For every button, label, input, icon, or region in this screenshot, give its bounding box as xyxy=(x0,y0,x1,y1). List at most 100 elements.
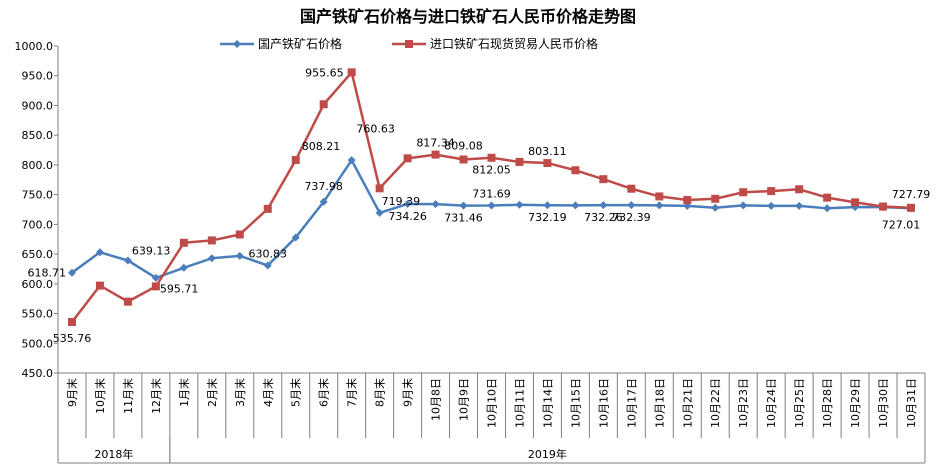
x-tick-label: 9月末 xyxy=(401,378,415,407)
x-tick-label: 10月21日 xyxy=(681,378,694,428)
data-point xyxy=(207,236,216,245)
data-point xyxy=(627,184,636,193)
y-tick-label: 450.0 xyxy=(22,367,54,380)
x-tick-label: 5月末 xyxy=(289,378,303,407)
data-label: 803.11 xyxy=(528,145,567,158)
data-point xyxy=(543,159,552,168)
data-point xyxy=(235,251,244,260)
y-tick-label: 500.0 xyxy=(22,337,54,350)
x-tick-label: 10月22日 xyxy=(709,378,722,428)
data-point xyxy=(543,201,552,210)
x-tick-label: 6月末 xyxy=(317,378,331,407)
data-point xyxy=(375,184,384,193)
x-tick-label: 10月14日 xyxy=(541,378,554,428)
x-tick-label: 3月末 xyxy=(233,378,247,407)
data-point xyxy=(795,201,804,210)
data-point xyxy=(403,154,412,163)
x-tick-label: 10月25日 xyxy=(793,378,806,428)
data-point xyxy=(431,200,440,209)
data-label: 737.98 xyxy=(304,180,343,193)
x-tick-label: 10月8日 xyxy=(430,378,443,421)
x-tick-label: 10月31日 xyxy=(905,378,918,428)
y-axis: 450.0 500.0 550.0 600.0 650.0 700.0 750.0 800.0… xyxy=(15,40,59,380)
data-point xyxy=(67,268,76,277)
legend: 国产铁矿石价格 进口铁矿石现货贸易人民币价格 xyxy=(220,36,598,51)
data-point xyxy=(795,185,804,194)
x-tick-label: 10月30日 xyxy=(877,378,890,428)
y-tick-label: 650.0 xyxy=(22,248,54,261)
x-tick-label: 10月9日 xyxy=(458,378,471,421)
data-point xyxy=(599,175,608,184)
data-label: 731.69 xyxy=(472,188,511,201)
data-label: 595.71 xyxy=(160,282,199,295)
data-label: 760.63 xyxy=(356,122,395,135)
year-group-label: 2018年 xyxy=(94,447,133,461)
y-tick-label: 750.0 xyxy=(22,189,54,202)
data-point xyxy=(711,203,720,212)
data-point xyxy=(179,263,188,272)
y-tick-label: 1000.0 xyxy=(15,40,54,53)
data-point xyxy=(851,198,860,207)
data-labels: 618.71 639.13 630.83 737.98 719.39 734.26 731.… xyxy=(27,66,930,345)
x-tick-label: 2月末 xyxy=(205,378,219,407)
legend-label: 进口铁矿石现货贸易人民币价格 xyxy=(430,36,598,51)
data-point xyxy=(179,238,188,247)
data-label: 812.05 xyxy=(472,164,511,177)
data-point xyxy=(571,166,580,175)
data-point xyxy=(627,201,636,210)
data-label: 727.01 xyxy=(882,218,921,231)
x-tick-label: 10月28日 xyxy=(821,378,834,428)
legend-label: 国产铁矿石价格 xyxy=(258,36,342,51)
data-point xyxy=(263,261,272,270)
y-tick-label: 550.0 xyxy=(22,308,54,321)
y-tick-label: 850.0 xyxy=(22,129,54,142)
x-tick-label: 10月16日 xyxy=(597,378,610,428)
data-label: 732.26 xyxy=(584,211,623,224)
data-point xyxy=(487,153,496,162)
data-label: 732.19 xyxy=(528,211,567,224)
legend-marker xyxy=(405,40,413,48)
data-label: 809.08 xyxy=(444,140,483,153)
x-tick-label: 10月10日 xyxy=(486,378,499,428)
x-tick-label: 7月末 xyxy=(345,378,359,407)
data-label: 639.13 xyxy=(132,245,171,258)
series-layer xyxy=(67,68,916,327)
data-point xyxy=(683,195,692,204)
data-point xyxy=(767,187,776,196)
data-point xyxy=(487,201,496,210)
x-tick-label: 10月末 xyxy=(93,378,107,414)
x-tick-label: 10月17日 xyxy=(625,378,638,428)
data-label: 734.26 xyxy=(388,210,427,223)
x-tick-label: 10月29日 xyxy=(849,378,862,428)
y-tick-label: 800.0 xyxy=(22,159,54,172)
data-point xyxy=(879,202,888,211)
data-point xyxy=(291,233,300,242)
data-point xyxy=(739,188,748,197)
data-point xyxy=(599,201,608,210)
series-line xyxy=(71,158,912,280)
data-point xyxy=(347,68,356,77)
x-tick-label: 4月末 xyxy=(261,378,275,407)
x-tick-label: 10月18日 xyxy=(653,378,666,428)
x-axis: 2018年 2019年 9月末 10月末 11月末 12月末 1月末 2月末 3月末 4月末 5月末… xyxy=(57,372,926,464)
data-label: 817.34 xyxy=(416,137,455,150)
data-label: 630.83 xyxy=(249,247,288,260)
legend-marker xyxy=(233,40,241,48)
data-point xyxy=(431,150,440,159)
data-label: 731.46 xyxy=(444,212,483,225)
data-point xyxy=(767,201,776,210)
data-point xyxy=(515,200,524,209)
data-point xyxy=(291,156,300,165)
x-tick-label: 12月末 xyxy=(149,378,163,414)
data-point xyxy=(319,100,328,109)
data-label: 535.76 xyxy=(53,332,92,345)
data-point xyxy=(123,297,132,306)
data-point xyxy=(263,204,272,213)
y-tick-label: 900.0 xyxy=(22,99,54,112)
data-label: 955.65 xyxy=(305,66,344,79)
year-group-label: 2019年 xyxy=(528,447,567,461)
data-point xyxy=(655,192,664,201)
data-point xyxy=(823,193,832,202)
data-label: 618.71 xyxy=(27,267,66,280)
